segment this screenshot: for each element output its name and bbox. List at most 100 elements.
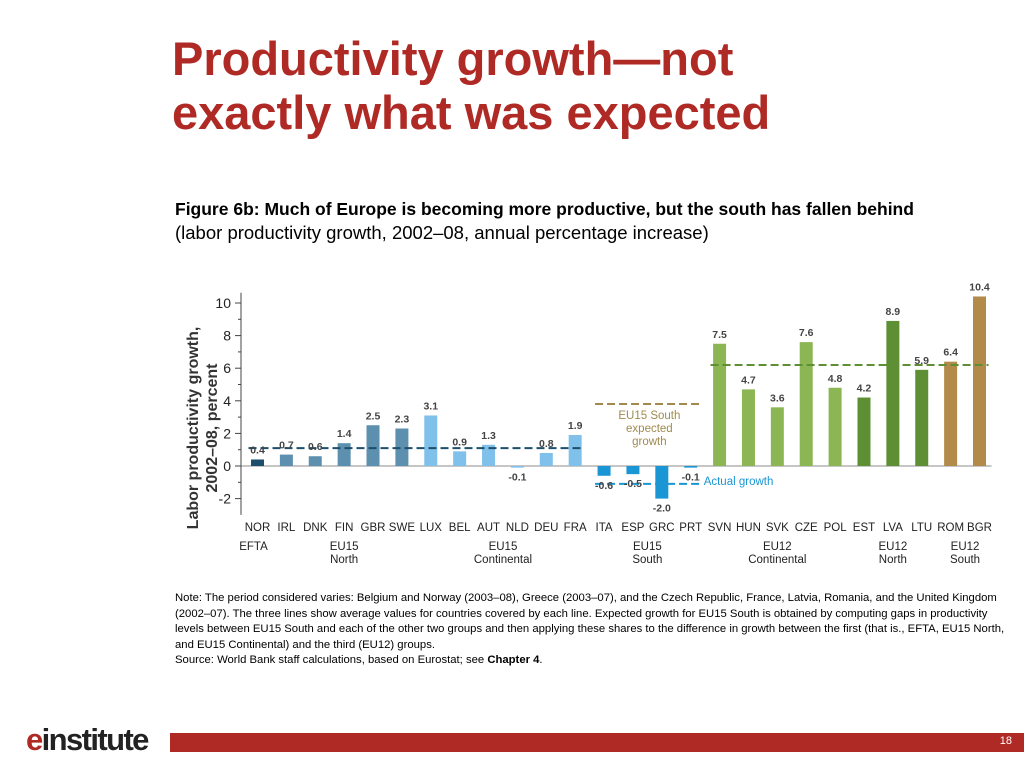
bar-ltu (915, 369, 929, 466)
category-label-nor: NOR (245, 522, 271, 534)
bar-fin (337, 443, 351, 466)
source-chapter-ref: Chapter 4 (487, 654, 540, 666)
bar-dnk (308, 456, 322, 466)
bar-cze (799, 342, 813, 466)
group-label-line-1: EU12 (951, 541, 980, 553)
group-label-line-2: Continental (474, 554, 532, 566)
bar-bel (453, 451, 467, 466)
category-label-bel: BEL (449, 522, 471, 534)
bar-nld (510, 466, 524, 468)
category-label-dnk: DNK (303, 522, 328, 534)
bar-nor (251, 459, 264, 466)
value-label-rom: 6.4 (943, 347, 958, 359)
value-label-ltu: 5.9 (914, 355, 929, 367)
bar-gbr (366, 425, 380, 466)
y-tick-label: 6 (223, 360, 231, 376)
y-tick-label: 2 (223, 425, 231, 441)
bar-hun (741, 389, 755, 466)
einstitute-logo: einstitute (26, 722, 150, 757)
actual-growth-label: Actual growth (704, 476, 774, 488)
bar-deu (539, 452, 553, 466)
group-label-line-1: EU15 (489, 541, 518, 553)
value-label-fra: 1.9 (568, 420, 583, 432)
bar-rom (944, 361, 958, 466)
value-label-est: 4.2 (857, 383, 872, 395)
y-tick-label: 0 (223, 458, 231, 474)
group-label-line-1: EFTA (239, 541, 268, 553)
y-tick-label: 8 (223, 328, 231, 344)
bar-svk (770, 407, 784, 466)
expected-growth-label-line-1: EU15 South (618, 410, 680, 422)
category-label-lux: LUX (420, 522, 443, 534)
value-label-gbr: 2.5 (366, 410, 381, 422)
group-label-line-1: EU12 (878, 541, 907, 553)
expected-growth-label-line-3: growth (632, 436, 667, 448)
category-label-ita: ITA (596, 522, 613, 534)
bar-ita (597, 466, 611, 476)
value-label-bgr: 10.4 (969, 281, 990, 293)
bar-bgr (973, 296, 986, 466)
value-label-bel: 0.9 (452, 436, 467, 448)
value-label-lux: 3.1 (423, 400, 438, 412)
slide-title-line-2: exactly what was expected (172, 86, 771, 139)
value-label-grc: -2.0 (653, 503, 671, 515)
source-suffix: . (539, 654, 543, 666)
value-label-pol: 4.8 (828, 373, 843, 385)
value-label-swe: 2.3 (395, 414, 410, 426)
footer-bar: 18 (170, 733, 1024, 752)
bar-est (857, 397, 871, 466)
value-label-esp: -0.5 (624, 478, 642, 490)
category-label-svk: SVK (766, 522, 789, 534)
value-label-aut: 1.3 (481, 430, 496, 442)
group-label-line-1: EU15 (633, 541, 662, 553)
logo-text: institute (41, 722, 150, 757)
group-label-line-2: North (330, 554, 358, 566)
source-prefix: Source: World Bank staff calculations, b… (175, 654, 488, 666)
y-tick-label: -2 (219, 491, 232, 507)
value-label-nld: -0.1 (508, 472, 526, 484)
y-axis-label-line-2: 2002–08, percent (204, 363, 221, 493)
bar-prt (684, 466, 698, 468)
figure-caption-title: Figure 6b: Much of Europe is becoming mo… (175, 199, 914, 219)
category-label-aut: AUT (477, 522, 500, 534)
category-label-fin: FIN (335, 522, 354, 534)
value-label-ita: -0.6 (595, 480, 613, 492)
bar-lux (424, 415, 438, 466)
category-label-est: EST (853, 522, 875, 534)
group-label-line-1: EU15 (330, 541, 359, 553)
slide-title-line-1: Productivity growth—not (172, 32, 734, 85)
note-text: Note: The period considered varies: Belg… (175, 592, 1005, 651)
value-label-fin: 1.4 (337, 428, 352, 440)
category-label-pol: POL (824, 522, 848, 534)
figure-caption-subtitle: (labor productivity growth, 2002–08, ann… (175, 222, 709, 243)
group-label-line-2: South (632, 554, 662, 566)
group-label-line-1: EU12 (763, 541, 792, 553)
value-label-dnk: 0.6 (308, 441, 323, 453)
category-label-swe: SWE (389, 522, 416, 534)
y-tick-label: 4 (223, 393, 231, 409)
category-label-ltu: LTU (911, 522, 932, 534)
value-label-nor: 0.4 (250, 444, 265, 456)
figure-caption: Figure 6b: Much of Europe is becoming mo… (175, 197, 1015, 245)
bar-fra (568, 435, 582, 466)
value-label-svk: 3.6 (770, 392, 785, 404)
expected-growth-label-line-2: expected (626, 423, 673, 435)
category-label-prt: PRT (679, 522, 702, 534)
category-label-irl: IRL (277, 522, 296, 534)
figure-note: Note: The period considered varies: Belg… (175, 591, 1005, 669)
value-label-cze: 7.6 (799, 327, 814, 339)
bar-swe (395, 428, 409, 466)
y-tick-label: 10 (215, 295, 231, 311)
category-label-rom: ROM (937, 522, 964, 534)
bar-grc (655, 466, 669, 499)
value-label-lva: 8.9 (886, 306, 901, 318)
category-label-hun: HUN (736, 522, 761, 534)
group-label-line-2: South (950, 554, 980, 566)
group-label-line-2: Continental (748, 554, 806, 566)
category-label-esp: ESP (621, 522, 644, 534)
category-label-cze: CZE (795, 522, 818, 534)
group-label-line-2: North (879, 554, 907, 566)
y-axis-label-line-1: Labor productivity growth, (185, 327, 202, 530)
category-label-grc: GRC (649, 522, 675, 534)
category-label-bgr: BGR (967, 522, 992, 534)
